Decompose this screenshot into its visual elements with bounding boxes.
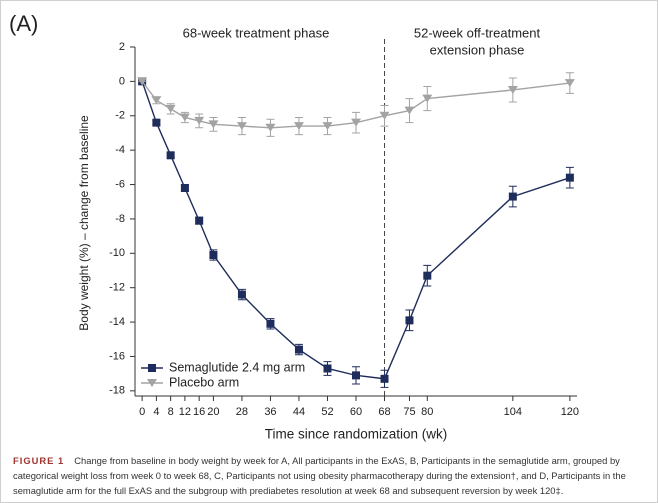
x-tick-label: 0 bbox=[139, 406, 145, 418]
marker bbox=[405, 316, 414, 325]
marker bbox=[195, 216, 204, 225]
marker bbox=[564, 79, 575, 88]
y-tick-label: -14 bbox=[109, 316, 125, 328]
caption: FIGURE 1 Change from baseline in body wei… bbox=[13, 453, 649, 498]
marker bbox=[208, 120, 219, 129]
x-tick-label: 68 bbox=[378, 406, 390, 418]
marker bbox=[166, 151, 175, 160]
y-tick-label: -18 bbox=[109, 385, 125, 397]
x-tick-label: 60 bbox=[350, 406, 362, 418]
marker bbox=[165, 104, 176, 113]
annotation: extension phase bbox=[430, 42, 525, 57]
x-tick-label: 28 bbox=[236, 406, 248, 418]
chart: (A) 68-week treatment phase 52-week off-… bbox=[9, 11, 579, 442]
marker bbox=[179, 113, 190, 122]
x-tick-label: 16 bbox=[193, 406, 205, 418]
series-line bbox=[141, 80, 570, 129]
legend-marker bbox=[147, 379, 157, 387]
marker bbox=[137, 77, 148, 86]
marker bbox=[323, 364, 332, 373]
marker bbox=[151, 96, 162, 105]
marker bbox=[266, 319, 275, 328]
legend-label: Semaglutide 2.4 mg arm bbox=[169, 360, 305, 374]
marker bbox=[180, 183, 189, 192]
x-tick-label: 36 bbox=[264, 406, 276, 418]
x-tick-label: 52 bbox=[321, 406, 333, 418]
marker bbox=[423, 271, 432, 280]
x-tick-label: 8 bbox=[168, 406, 174, 418]
x-tick-label: 4 bbox=[153, 406, 159, 418]
x-tick-label: 120 bbox=[561, 406, 579, 418]
x-tick-label: 44 bbox=[293, 406, 305, 418]
marker bbox=[293, 122, 304, 131]
x-tick-label: 20 bbox=[207, 406, 219, 418]
marker bbox=[322, 122, 333, 131]
legend-marker bbox=[148, 364, 156, 372]
panel-label: (A) bbox=[9, 11, 38, 36]
marker bbox=[565, 173, 574, 182]
y-tick-label: -12 bbox=[109, 282, 125, 294]
caption-label: FIGURE 1 bbox=[13, 455, 65, 466]
legend-label: Placebo arm bbox=[169, 375, 239, 389]
y-tick-label: 2 bbox=[119, 41, 125, 53]
y-axis-label: Body weight (%) – change from baseline bbox=[77, 115, 91, 331]
x-tick-label: 75 bbox=[403, 406, 415, 418]
marker bbox=[236, 122, 247, 131]
annotation: 68-week treatment phase bbox=[183, 25, 330, 40]
y-tick-label: 0 bbox=[119, 75, 125, 87]
marker bbox=[351, 118, 361, 127]
series-line bbox=[141, 81, 571, 380]
y-tick-label: -8 bbox=[115, 213, 125, 225]
x-tick-label: 12 bbox=[179, 406, 191, 418]
marker bbox=[265, 123, 276, 132]
marker bbox=[507, 85, 518, 94]
x-tick-label: 104 bbox=[504, 406, 522, 418]
y-tick-label: -6 bbox=[115, 178, 125, 190]
marker bbox=[380, 374, 389, 383]
marker bbox=[237, 290, 246, 299]
marker bbox=[352, 371, 360, 380]
marker bbox=[379, 111, 390, 120]
marker bbox=[194, 116, 205, 125]
y-tick-label: -4 bbox=[115, 144, 125, 156]
marker bbox=[508, 192, 517, 201]
annotation: 52-week off-treatment bbox=[414, 25, 541, 40]
marker bbox=[152, 118, 161, 127]
marker bbox=[294, 345, 303, 354]
y-tick-label: -10 bbox=[109, 247, 125, 259]
y-tick-label: -2 bbox=[115, 110, 125, 122]
y-tick-label: -16 bbox=[109, 350, 125, 362]
marker bbox=[209, 251, 218, 260]
x-axis-label: Time since randomization (wk) bbox=[265, 427, 448, 442]
marker bbox=[404, 106, 415, 115]
x-tick-label: 80 bbox=[421, 406, 433, 418]
marker bbox=[422, 94, 433, 103]
caption-text: Change from baseline in body weight by w… bbox=[13, 455, 626, 496]
